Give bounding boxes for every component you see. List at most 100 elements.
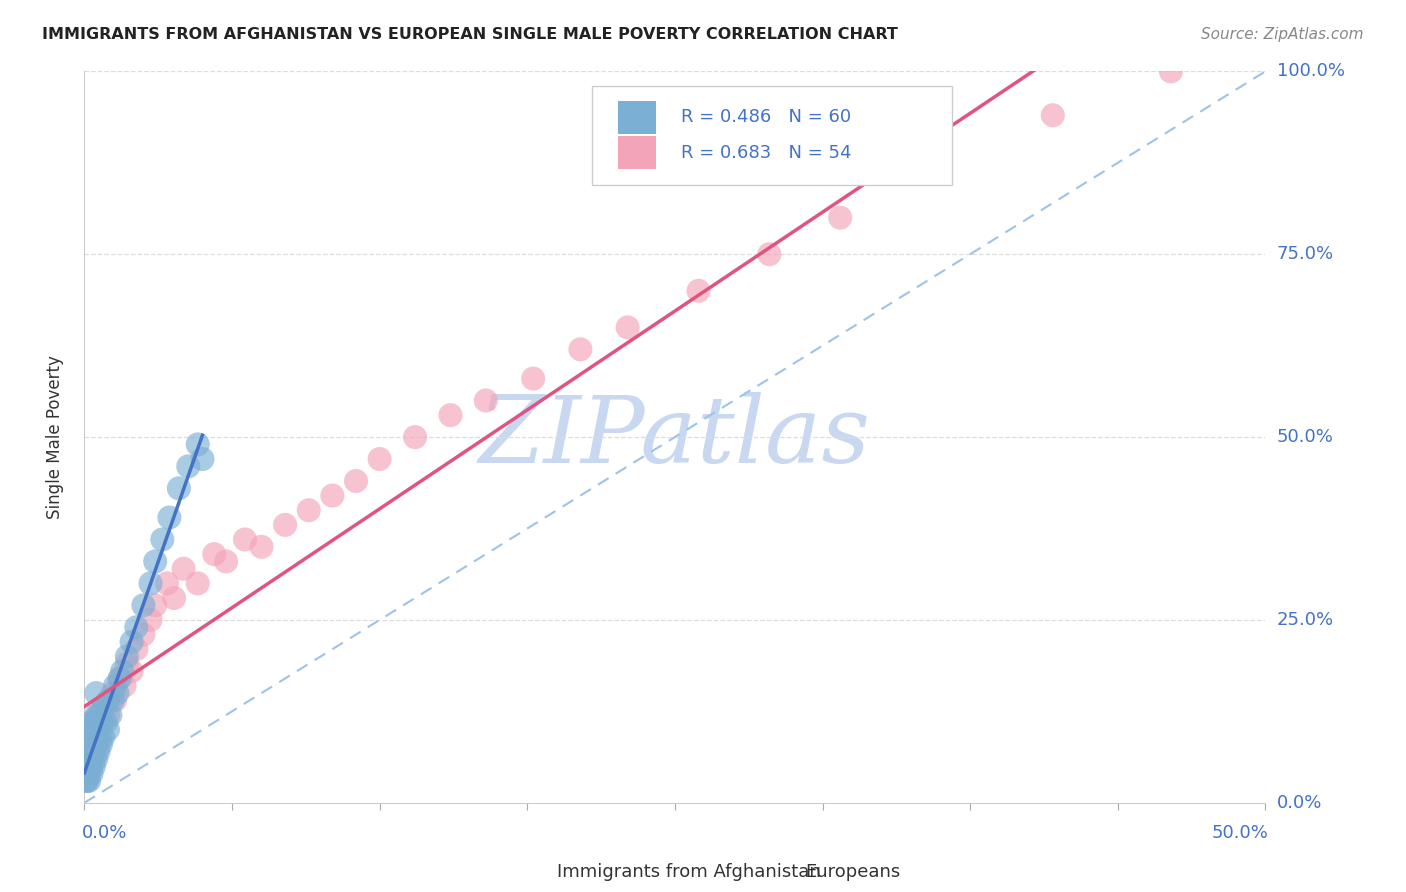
Point bbox=[274, 517, 297, 532]
Text: Europeans: Europeans bbox=[804, 863, 900, 881]
Point bbox=[97, 693, 120, 707]
Point bbox=[156, 576, 179, 591]
Point bbox=[84, 686, 107, 700]
Point bbox=[150, 533, 173, 547]
Point bbox=[83, 745, 105, 759]
Point bbox=[84, 737, 107, 751]
Bar bbox=[758, 858, 796, 890]
Point bbox=[139, 613, 162, 627]
Point bbox=[80, 737, 103, 751]
Point bbox=[157, 510, 180, 524]
Point bbox=[688, 284, 710, 298]
Point bbox=[84, 723, 107, 737]
Text: 0.0%: 0.0% bbox=[82, 823, 127, 841]
Point bbox=[80, 759, 103, 773]
Point bbox=[114, 679, 136, 693]
Text: Immigrants from Afghanistan: Immigrants from Afghanistan bbox=[557, 863, 821, 881]
Point bbox=[80, 723, 103, 737]
Point bbox=[77, 752, 100, 766]
Point bbox=[77, 730, 100, 744]
Point bbox=[321, 489, 343, 503]
Point bbox=[132, 627, 155, 641]
Point bbox=[101, 686, 124, 700]
Point bbox=[111, 664, 134, 678]
Point bbox=[830, 211, 852, 225]
Point bbox=[77, 737, 100, 751]
Point bbox=[87, 730, 110, 744]
Point bbox=[76, 752, 98, 766]
Point bbox=[108, 672, 131, 686]
Point bbox=[924, 160, 946, 174]
Bar bbox=[619, 136, 657, 169]
Point bbox=[76, 773, 98, 788]
Point bbox=[163, 591, 186, 605]
Point bbox=[758, 247, 780, 261]
Point bbox=[77, 766, 100, 780]
Point bbox=[143, 554, 166, 568]
Point bbox=[79, 759, 101, 773]
Point bbox=[77, 773, 100, 788]
Point bbox=[87, 745, 110, 759]
Text: 75.0%: 75.0% bbox=[1277, 245, 1334, 263]
Point bbox=[87, 708, 110, 723]
Point bbox=[83, 730, 105, 744]
Point bbox=[76, 773, 98, 788]
Point bbox=[76, 766, 98, 780]
Point bbox=[80, 715, 103, 730]
Text: 50.0%: 50.0% bbox=[1277, 428, 1333, 446]
Point bbox=[91, 730, 114, 744]
Point bbox=[87, 708, 110, 723]
Point bbox=[75, 766, 97, 780]
Text: R = 0.683   N = 54: R = 0.683 N = 54 bbox=[681, 144, 851, 161]
Point bbox=[125, 642, 148, 657]
Text: 100.0%: 100.0% bbox=[1277, 62, 1344, 80]
Point bbox=[76, 759, 98, 773]
Point bbox=[202, 547, 225, 561]
Point bbox=[167, 481, 190, 495]
Point bbox=[404, 430, 426, 444]
Point bbox=[173, 562, 195, 576]
Point bbox=[77, 723, 100, 737]
Point bbox=[1160, 64, 1182, 78]
Point bbox=[368, 452, 391, 467]
Point bbox=[94, 700, 117, 714]
Point bbox=[80, 730, 103, 744]
Point bbox=[101, 693, 124, 707]
Point bbox=[108, 672, 131, 686]
Bar bbox=[509, 858, 547, 890]
Point bbox=[616, 320, 638, 334]
Point bbox=[97, 723, 120, 737]
Point bbox=[215, 554, 238, 568]
Text: 0.0%: 0.0% bbox=[1277, 794, 1322, 812]
Point bbox=[344, 474, 367, 488]
Point bbox=[91, 700, 114, 714]
Point bbox=[107, 686, 129, 700]
Text: 25.0%: 25.0% bbox=[1277, 611, 1334, 629]
Point bbox=[121, 635, 143, 649]
Text: ZIPatlas: ZIPatlas bbox=[479, 392, 870, 482]
Point bbox=[104, 679, 127, 693]
Point bbox=[77, 752, 100, 766]
Point bbox=[298, 503, 321, 517]
Point bbox=[94, 715, 117, 730]
Text: 50.0%: 50.0% bbox=[1212, 823, 1268, 841]
Point bbox=[84, 723, 107, 737]
Y-axis label: Single Male Poverty: Single Male Poverty bbox=[45, 355, 63, 519]
Point bbox=[80, 752, 103, 766]
Point bbox=[83, 752, 105, 766]
Point bbox=[115, 649, 138, 664]
Point bbox=[187, 437, 209, 451]
Point bbox=[75, 773, 97, 788]
Point bbox=[84, 745, 107, 759]
Text: IMMIGRANTS FROM AFGHANISTAN VS EUROPEAN SINGLE MALE POVERTY CORRELATION CHART: IMMIGRANTS FROM AFGHANISTAN VS EUROPEAN … bbox=[42, 27, 898, 42]
Point bbox=[91, 715, 114, 730]
Point bbox=[569, 343, 592, 357]
Point bbox=[84, 752, 107, 766]
Point bbox=[250, 540, 273, 554]
Point bbox=[187, 576, 209, 591]
Point bbox=[143, 599, 166, 613]
Point bbox=[83, 759, 105, 773]
Point bbox=[76, 737, 98, 751]
Point bbox=[90, 730, 112, 744]
Point bbox=[191, 452, 214, 467]
